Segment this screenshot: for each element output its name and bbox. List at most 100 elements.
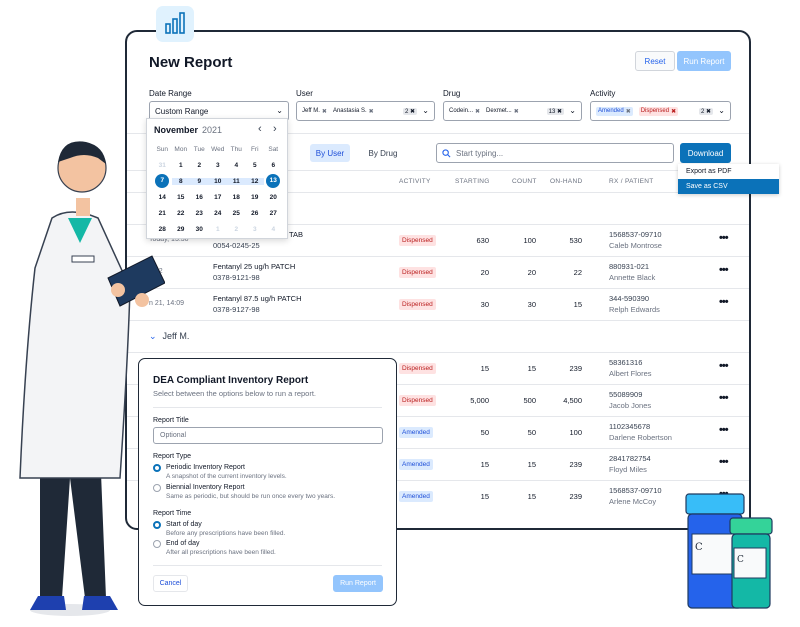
remove-icon[interactable]: ✖ bbox=[671, 108, 677, 115]
chevron-left-icon[interactable]: ‹ bbox=[258, 123, 262, 135]
remove-icon[interactable]: ✖ bbox=[513, 108, 519, 115]
calendar-day[interactable]: 3 bbox=[252, 225, 257, 233]
calendar-day[interactable]: 19 bbox=[251, 193, 259, 201]
calendar-day[interactable]: 1 bbox=[215, 225, 220, 233]
selection-count: 2 ✖ bbox=[402, 107, 417, 115]
group-header-jeff[interactable]: ⌄ Jeff M. bbox=[149, 331, 189, 342]
row-onhand: 4,500 bbox=[563, 396, 582, 405]
table-row[interactable]: Amended 15 15 239 2841782754 Floyd Miles… bbox=[127, 448, 749, 480]
calendar-day[interactable]: 7 bbox=[153, 174, 172, 188]
table-row[interactable]: Dispensed 5,000 500 4,500 55089909 Jacob… bbox=[127, 384, 749, 416]
start-of-day-radio[interactable] bbox=[153, 521, 161, 529]
row-starting: 630 bbox=[476, 236, 489, 245]
calendar-day[interactable]: 25 bbox=[232, 209, 240, 217]
report-title-input[interactable]: Optional bbox=[153, 427, 383, 444]
calendar-day[interactable]: 29 bbox=[177, 225, 185, 233]
row-ndc: 0378-9121-98 bbox=[213, 273, 260, 282]
remove-icon[interactable]: ✖ bbox=[475, 108, 481, 115]
more-options-icon[interactable]: ••• bbox=[719, 360, 729, 372]
more-options-icon[interactable]: ••• bbox=[719, 232, 729, 244]
download-button[interactable]: Download bbox=[680, 143, 731, 163]
calendar-day[interactable]: 14 bbox=[158, 193, 166, 201]
user-chip[interactable]: Anastasia S. ✖ bbox=[332, 108, 374, 115]
drug-chip[interactable]: Dexmet... ✖ bbox=[486, 108, 519, 115]
column-header-rx-patient[interactable]: RX / PATIENT bbox=[609, 178, 654, 185]
periodic-radio[interactable] bbox=[153, 464, 161, 472]
calendar-day[interactable]: 23 bbox=[195, 209, 203, 217]
save-csv-option[interactable]: Save as CSV bbox=[678, 179, 779, 194]
calendar-day[interactable]: 10 bbox=[208, 177, 227, 185]
calendar-day[interactable]: 11 bbox=[227, 177, 246, 185]
table-row[interactable]: Dispensed 15 15 239 58361316 Albert Flor… bbox=[127, 352, 749, 384]
activity-select[interactable]: Amended ✖ Dispensed ✖ 2 ✖ ⌄ bbox=[590, 101, 731, 121]
calendar-day[interactable]: 18 bbox=[232, 193, 240, 201]
table-row[interactable]: n 21, 14:09 Fentanyl 87.5 ug/h PATCH 037… bbox=[127, 288, 749, 320]
chevron-down-icon: ⌄ bbox=[422, 106, 429, 115]
row-patient: Annette Black bbox=[609, 273, 656, 282]
table-row[interactable]: Amended 50 50 100 1102345678 Darlene Rob… bbox=[127, 416, 749, 448]
calendar-day[interactable]: 5 bbox=[252, 161, 257, 169]
calendar-day[interactable]: 2 bbox=[197, 161, 202, 169]
user-select[interactable]: Jeff M. ✖ Anastasia S. ✖ 2 ✖ ⌄ bbox=[296, 101, 435, 121]
more-options-icon[interactable]: ••• bbox=[719, 424, 729, 436]
more-options-icon[interactable]: ••• bbox=[719, 456, 729, 468]
status-badge: Dispensed bbox=[399, 299, 436, 310]
activity-chip[interactable]: Amended ✖ bbox=[596, 106, 633, 116]
calendar-day[interactable]: 22 bbox=[177, 209, 185, 217]
run-report-button[interactable]: Run Report bbox=[677, 51, 731, 71]
calendar-day[interactable]: 4 bbox=[271, 225, 276, 233]
column-header-onhand[interactable]: ON-HAND bbox=[550, 178, 583, 185]
modal-run-report-button[interactable]: Run Report bbox=[333, 575, 383, 592]
column-header-activity[interactable]: ACTIVITY bbox=[399, 178, 431, 185]
row-drug: TAB bbox=[289, 230, 304, 239]
biennial-radio[interactable] bbox=[153, 484, 161, 492]
date-range-label: Date Range bbox=[149, 89, 192, 98]
drug-select[interactable]: Codein... ✖ Dexmet... ✖ 13 ✖ ⌄ bbox=[443, 101, 582, 121]
calendar-day[interactable]: 3 bbox=[215, 161, 220, 169]
user-chip[interactable]: Jeff M. ✖ bbox=[302, 108, 327, 115]
calendar-day[interactable]: 24 bbox=[214, 209, 222, 217]
calendar-day[interactable]: 31 bbox=[158, 161, 166, 169]
calendar-day[interactable]: 17 bbox=[214, 193, 222, 201]
calendar-day[interactable]: 9 bbox=[190, 177, 209, 185]
calendar-day[interactable]: 13 bbox=[264, 174, 283, 188]
calendar-day[interactable]: 12 bbox=[245, 177, 264, 185]
chevron-down-icon: ⌄ bbox=[276, 106, 283, 115]
calendar-day[interactable]: 6 bbox=[271, 161, 276, 169]
search-input[interactable]: Start typing... bbox=[436, 143, 674, 163]
calendar-day[interactable]: 28 bbox=[158, 225, 166, 233]
calendar-day[interactable]: 27 bbox=[269, 209, 277, 217]
calendar-day[interactable]: 26 bbox=[251, 209, 259, 217]
row-onhand: 530 bbox=[569, 236, 582, 245]
calendar-day[interactable]: 8 bbox=[171, 177, 190, 185]
more-options-icon[interactable]: ••• bbox=[719, 392, 729, 404]
calendar-day[interactable]: 2 bbox=[234, 225, 239, 233]
column-header-count[interactable]: COUNT bbox=[512, 178, 537, 185]
column-header-starting[interactable]: STARTING bbox=[455, 178, 490, 185]
row-starting: 15 bbox=[480, 460, 489, 469]
cancel-button[interactable]: Cancel bbox=[153, 575, 188, 592]
more-options-icon[interactable]: ••• bbox=[719, 296, 729, 308]
tab-by-drug[interactable]: By Drug bbox=[368, 148, 398, 158]
calendar-day[interactable]: 15 bbox=[177, 193, 185, 201]
table-row[interactable]: 4:12 Fentanyl 25 ug/h PATCH 0378-9121-98… bbox=[127, 256, 749, 288]
calendar-day[interactable]: 4 bbox=[234, 161, 239, 169]
reset-button[interactable]: Reset bbox=[635, 51, 675, 71]
calendar-day[interactable]: 21 bbox=[158, 209, 166, 217]
calendar-day[interactable]: 20 bbox=[269, 193, 277, 201]
end-of-day-radio[interactable] bbox=[153, 540, 161, 548]
export-pdf-option[interactable]: Export as PDF bbox=[686, 168, 732, 175]
calendar-day[interactable]: 1 bbox=[178, 161, 183, 169]
table-row[interactable]: Today, 13:30 TAB 0054-0245-25 Dispensed … bbox=[127, 224, 749, 256]
activity-chip[interactable]: Dispensed ✖ bbox=[638, 106, 679, 116]
calendar-day[interactable]: 30 bbox=[195, 225, 203, 233]
remove-icon[interactable]: ✖ bbox=[321, 108, 327, 115]
drug-chip[interactable]: Codein... ✖ bbox=[449, 108, 481, 115]
calendar-grid: Sun Mon Tue Wed Thu Fri Sat 31 1 2 3 4 5 6 7 8 9 10 11 12 13… bbox=[153, 141, 283, 237]
remove-icon[interactable]: ✖ bbox=[625, 108, 631, 115]
more-options-icon[interactable]: ••• bbox=[719, 264, 729, 276]
chevron-right-icon[interactable]: › bbox=[273, 123, 277, 135]
calendar-day[interactable]: 16 bbox=[195, 193, 203, 201]
tab-by-user[interactable]: By User bbox=[310, 144, 350, 162]
remove-icon[interactable]: ✖ bbox=[368, 108, 374, 115]
